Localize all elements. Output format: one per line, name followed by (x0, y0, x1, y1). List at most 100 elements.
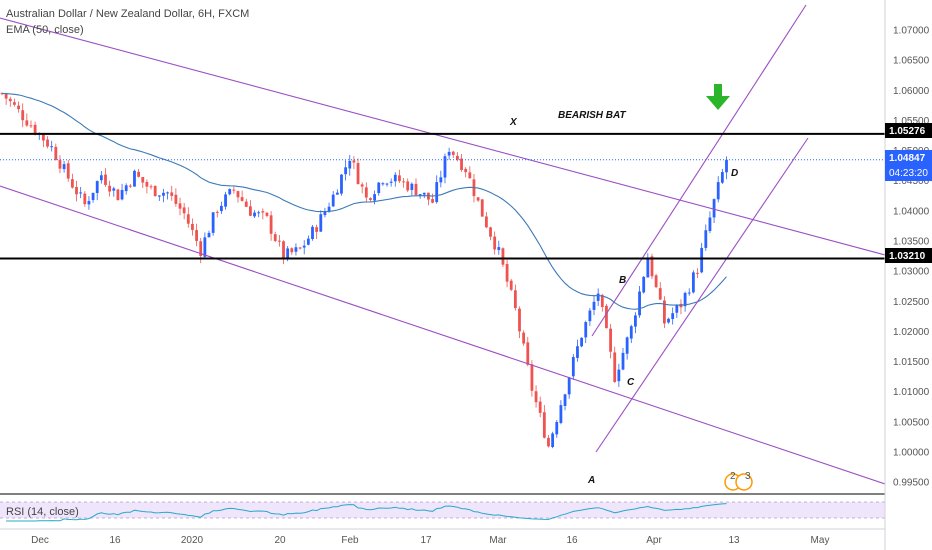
candle-body (443, 156, 447, 178)
label-b: B (619, 275, 626, 286)
price-tick-label: 1.06000 (893, 86, 930, 97)
candle-body (282, 241, 285, 260)
event-badge-icon[interactable] (735, 473, 753, 491)
candle-body (559, 405, 563, 423)
time-tick-label: Feb (341, 535, 359, 546)
candle-body (70, 179, 74, 188)
candle-body (480, 199, 484, 217)
ema-legend[interactable]: EMA (50, close) (6, 24, 84, 36)
candle-body (178, 203, 182, 209)
channel-line (591, 4, 807, 337)
candle-body (323, 211, 327, 216)
price-tick-label: 1.01000 (893, 387, 930, 398)
candle-body (120, 190, 124, 200)
candle-body (265, 212, 269, 216)
candle-body (191, 223, 194, 230)
candle-body (667, 318, 670, 323)
candle-body (149, 186, 153, 188)
symbol-title[interactable]: Australian Dollar / New Zealand Dollar, … (6, 8, 250, 20)
main-price-pane[interactable]: X A B C D BEARISH BAT 2 3 (0, 4, 885, 491)
candle-body (509, 280, 513, 290)
candle-body (518, 308, 521, 332)
candle-body (54, 146, 58, 160)
candle-body (253, 212, 256, 217)
candle-body (675, 304, 679, 313)
candle-body (493, 236, 497, 250)
candle-body (112, 188, 116, 191)
candle-body (687, 292, 691, 294)
candle-body (8, 98, 12, 102)
time-tick-label: 20 (274, 535, 286, 546)
candle-body (634, 315, 637, 327)
candle-body (373, 194, 376, 201)
price-tick-label: 1.05500 (893, 116, 930, 127)
label-x: X (509, 117, 518, 128)
trend-channel-lines (0, 4, 885, 485)
candle-body (4, 93, 8, 99)
candle-body (340, 174, 343, 194)
price-tick-label: 1.00500 (893, 417, 930, 428)
channel-line (0, 17, 885, 256)
candle-body (29, 125, 33, 127)
price-tick-label: 1.07000 (893, 26, 930, 37)
time-tick-label: 13 (728, 535, 740, 546)
candle-body (389, 181, 393, 183)
candle-body (398, 175, 401, 182)
candle-body (431, 199, 434, 203)
candle-body (484, 216, 488, 228)
candle-body (298, 247, 302, 249)
candle-body (360, 184, 364, 187)
svg-text:1.03210: 1.03210 (889, 251, 926, 262)
candle-body (526, 342, 530, 365)
channel-line (0, 185, 885, 485)
candle-body (311, 226, 314, 240)
candle-body (571, 357, 575, 377)
candle-body (650, 256, 654, 277)
candle-body (663, 300, 666, 324)
candle-body (592, 301, 596, 310)
price-tick-label: 1.01500 (893, 357, 930, 368)
candle-body (700, 247, 704, 273)
candle-body (99, 175, 103, 181)
candle-body (464, 168, 468, 173)
event-badges[interactable]: 2 3 (724, 471, 753, 491)
time-tick-label: May (811, 535, 830, 546)
candle-body (91, 192, 95, 200)
current-price-tag: 1.04847 04:23:20 (885, 150, 932, 181)
candle-body (567, 377, 571, 395)
candle-body (50, 146, 54, 148)
candle-body (720, 172, 724, 183)
price-tick-label: 1.02500 (893, 297, 930, 308)
candle-body (629, 326, 633, 339)
candle-body (584, 322, 588, 338)
candle-body (377, 182, 381, 194)
candle-body (62, 164, 66, 170)
candle-body (513, 290, 517, 309)
candle-body (327, 206, 331, 212)
time-tick-label: 17 (420, 535, 432, 546)
candle-body (21, 110, 25, 121)
candle-body (393, 174, 397, 182)
candle-body (621, 352, 625, 370)
rsi-band (0, 502, 885, 518)
candle-body (66, 163, 70, 179)
time-tick-label: 16 (109, 535, 121, 546)
rsi-legend[interactable]: RSI (14, close) (6, 506, 79, 518)
svg-text:04:23:20: 04:23:20 (889, 168, 928, 179)
candle-body (249, 206, 252, 216)
time-tick-label: 2020 (181, 535, 204, 546)
rsi-pane[interactable] (0, 501, 885, 522)
candle-body (104, 174, 107, 185)
label-a: A (587, 475, 595, 486)
candle-body (447, 151, 451, 156)
candle-body (600, 294, 604, 307)
pattern-label: BEARISH BAT (558, 110, 626, 121)
candle-body (145, 181, 149, 187)
candle-body (605, 305, 608, 329)
candle-body (137, 171, 141, 177)
candle-body (547, 437, 550, 447)
candle-body (261, 211, 265, 213)
candle-body (42, 133, 45, 141)
candle-body (273, 234, 277, 241)
